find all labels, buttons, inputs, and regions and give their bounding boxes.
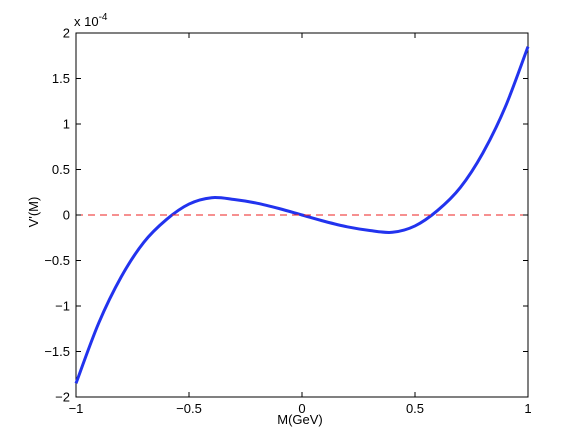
y-tick-label: 2 bbox=[63, 26, 70, 41]
x-tick-label: 1 bbox=[524, 401, 531, 416]
y-exponent-power: -4 bbox=[99, 12, 108, 23]
x-axis-ticks: −1 −0.5 0 0.5 1 bbox=[69, 33, 532, 416]
y-exponent-base: x 10 bbox=[74, 14, 99, 29]
x-tick-label: 0 bbox=[298, 401, 305, 416]
y-tick-label: 0.5 bbox=[52, 162, 70, 177]
y-tick-label: 1 bbox=[63, 117, 70, 132]
x-tick-label: −1 bbox=[69, 401, 84, 416]
y-tick-label: −1 bbox=[55, 299, 70, 314]
y-tick-label: −0.5 bbox=[44, 253, 70, 268]
series-layer bbox=[74, 46, 530, 384]
y-tick-label: 1.5 bbox=[52, 71, 70, 86]
y-tick-label: −2 bbox=[55, 390, 70, 405]
y-tick-label: 0 bbox=[63, 208, 70, 223]
y-axis-ticks: −2 −1.5 −1 −0.5 0 0.5 1 1.5 2 bbox=[44, 26, 528, 405]
x-tick-label: −0.5 bbox=[176, 401, 202, 416]
y-axis-label: V'(M) bbox=[26, 197, 41, 228]
x-axis-label: M(GeV) bbox=[277, 412, 323, 427]
series-line bbox=[74, 46, 530, 384]
y-tick-label: −1.5 bbox=[44, 344, 70, 359]
y-exponent-label: x 10-4 bbox=[74, 12, 108, 29]
x-tick-label: 0.5 bbox=[406, 401, 424, 416]
